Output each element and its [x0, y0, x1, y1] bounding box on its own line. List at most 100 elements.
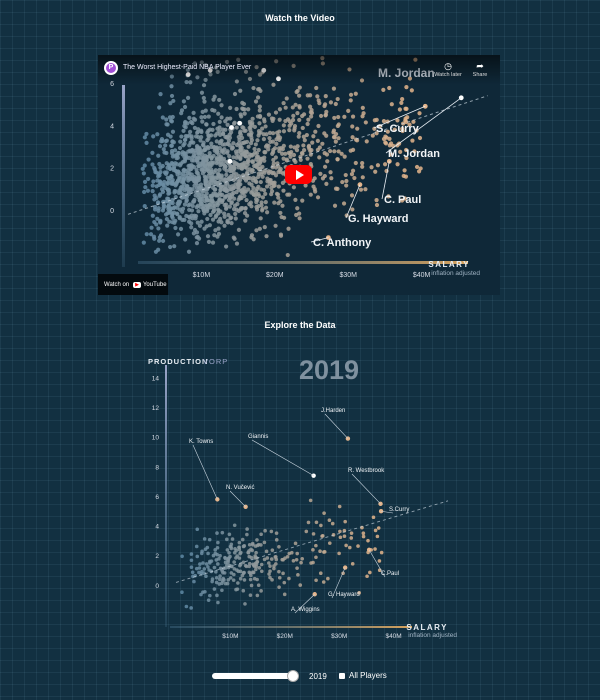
video-scatter-point — [201, 156, 206, 161]
share-button[interactable]: ➦ Share — [465, 61, 495, 78]
video-scatter-point — [318, 113, 324, 119]
video-scatter-point — [291, 113, 296, 118]
explore-scatter-point — [254, 564, 259, 569]
video-scatter-point — [163, 212, 169, 217]
video-scatter-point — [349, 172, 355, 177]
video-y-tick-label: 4 — [110, 123, 114, 130]
video-scatter-point — [184, 199, 189, 204]
video-scatter-point — [341, 201, 347, 206]
video-scatter-point — [202, 99, 207, 104]
explore-scatter-point — [227, 532, 232, 537]
explore-scatter-point — [268, 564, 272, 568]
explore-scatter-point — [251, 570, 256, 575]
all-players-checkbox[interactable] — [339, 672, 345, 679]
year-slider-track[interactable] — [212, 673, 298, 679]
explore-labeled-point — [366, 547, 372, 552]
video-scatter-point — [177, 171, 182, 176]
video-scatter-point — [181, 179, 186, 185]
video-scatter-point — [256, 129, 262, 134]
explore-scatter-point — [269, 529, 274, 534]
explore-scatter-point — [189, 552, 194, 556]
video-scatter-point — [297, 85, 302, 90]
video-scatter-point — [182, 202, 188, 207]
explore-scatter-point — [268, 575, 272, 580]
video-scatter-point — [194, 241, 200, 246]
watch-on-youtube-button[interactable]: Watch on ▶ YouTube — [98, 274, 168, 295]
explore-y-tick-label: 6 — [155, 494, 159, 501]
video-scatter-point — [186, 190, 191, 195]
explore-scatter-point — [255, 577, 259, 582]
video-scatter-point — [234, 125, 239, 130]
video-title[interactable]: The Worst Highest-Paid NBA Player Ever — [123, 64, 252, 71]
video-scatter-point — [328, 100, 334, 105]
video-scatter-point — [221, 131, 226, 137]
explore-scatter-point — [248, 571, 253, 575]
explore-year-title: 2019 — [299, 355, 359, 385]
explore-scatter-point — [199, 551, 204, 556]
video-scatter-point — [201, 148, 207, 153]
video-label-leader — [345, 184, 361, 219]
video-scatter-point — [207, 180, 212, 185]
video-scatter-point — [352, 175, 357, 181]
video-scatter-point — [231, 155, 236, 160]
video-scatter-point — [226, 177, 232, 182]
explore-scatter-point — [250, 548, 254, 553]
video-scatter-point — [210, 217, 216, 222]
video-scatter-point — [346, 108, 351, 113]
all-players-toggle[interactable]: All Players — [339, 671, 387, 680]
explore-scatter-point — [184, 604, 189, 609]
video-scatter-point — [278, 233, 284, 238]
video-scatter-point — [200, 142, 206, 147]
video-scatter-point — [255, 95, 261, 100]
year-slider-thumb[interactable] — [287, 670, 299, 682]
video-scatter-point — [266, 147, 271, 152]
video-scatter-point — [220, 142, 225, 147]
video-scatter-point — [331, 135, 337, 140]
video-scatter-point — [373, 169, 378, 174]
video-scatter-point — [249, 204, 254, 209]
video-scatter-point — [322, 164, 328, 169]
video-scatter-point — [324, 152, 330, 157]
explore-scatter-point — [300, 556, 304, 561]
explore-scatter-point — [243, 602, 247, 606]
video-scatter-point — [227, 143, 232, 148]
video-scatter-point — [168, 244, 173, 250]
video-scatter-point — [227, 204, 232, 209]
video-highlight-point — [227, 158, 233, 164]
video-scatter-point — [332, 149, 337, 154]
video-scatter-point — [192, 117, 198, 122]
video-scatter-point — [301, 143, 306, 148]
video-scatter-point — [167, 176, 172, 181]
video-labeled-point — [422, 103, 428, 109]
video-scatter-point — [404, 155, 409, 161]
channel-avatar[interactable]: P — [104, 61, 118, 75]
video-scatter-point — [245, 169, 250, 174]
video-point-label: S. Curry — [376, 123, 420, 135]
explore-scatter-point — [232, 550, 237, 555]
play-button[interactable] — [285, 165, 312, 184]
video-scatter-point — [400, 128, 405, 134]
video-scatter-point — [404, 147, 409, 153]
video-scatter-point — [294, 147, 300, 153]
video-scatter-point — [266, 112, 272, 117]
video-scatter-point — [270, 165, 275, 170]
explore-scatter-point — [195, 554, 200, 559]
video-scatter-point — [273, 223, 278, 228]
video-scatter-point — [166, 191, 171, 196]
explore-scatter-point — [322, 550, 326, 554]
watch-later-button[interactable]: ◷ Watch later — [433, 61, 463, 78]
video-scatter-point — [309, 114, 314, 119]
video-scatter-point — [195, 159, 200, 165]
video-scatter-point — [180, 206, 186, 211]
explore-scatter-point — [344, 543, 348, 548]
video-scatter-point — [164, 216, 170, 222]
explore-scatter-point — [255, 593, 260, 598]
explore-scatter-point — [215, 545, 220, 550]
explore-scatter-point — [214, 580, 219, 585]
video-scatter-point — [260, 195, 266, 200]
video-scatter-point — [183, 237, 188, 242]
video-scatter-point — [281, 129, 287, 134]
video-scatter-point — [277, 137, 282, 142]
explore-scatter-point — [373, 547, 377, 551]
